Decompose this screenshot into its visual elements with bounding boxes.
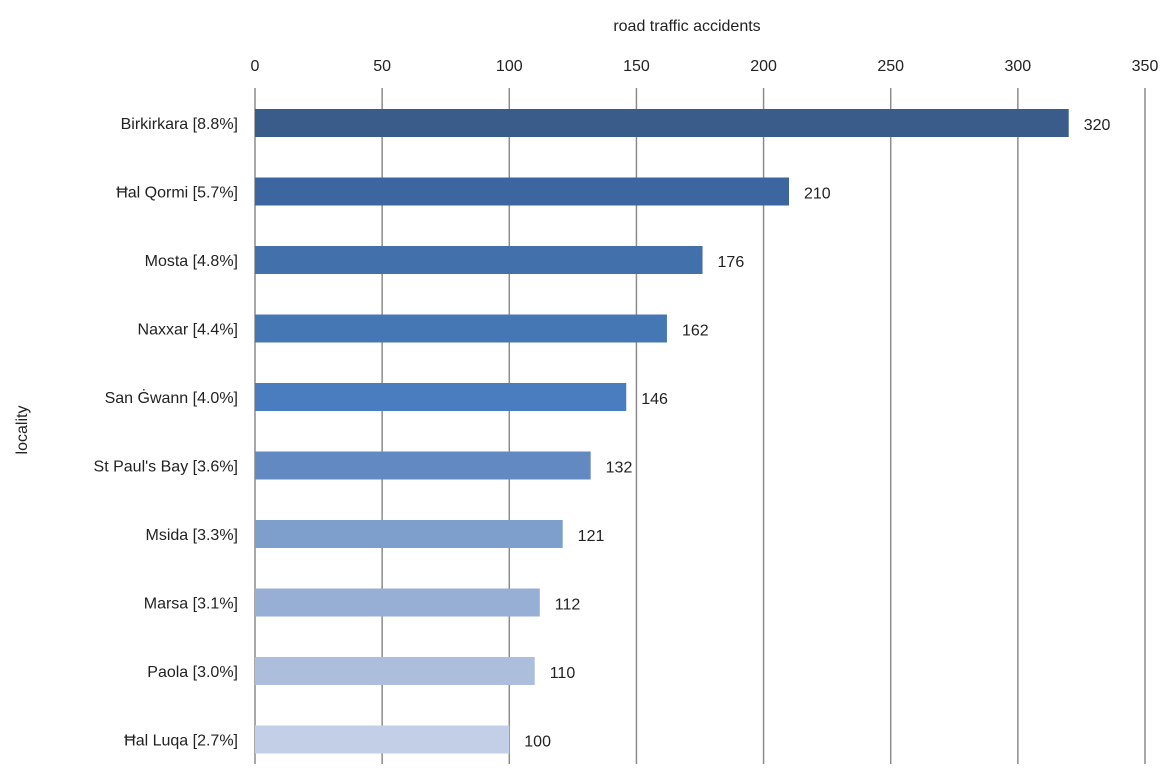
x-tick-label-250: 250 (877, 58, 904, 75)
x-tick-label-150: 150 (623, 58, 650, 75)
bar-9 (255, 725, 510, 754)
data-label-6: 121 (578, 528, 605, 545)
category-labels: Birkirkara [8.8%] Ħal Qormi [5.7%] Mosta [… (94, 116, 238, 750)
bars (255, 109, 1069, 754)
data-label-8: 110 (550, 665, 576, 682)
x-axis-title: road traffic accidents (613, 18, 760, 35)
x-tick-label-350: 350 (1132, 58, 1159, 75)
bar-2 (255, 246, 703, 274)
category-label-3: Naxxar [4.4%] (138, 322, 238, 339)
data-label-0: 320 (1084, 117, 1111, 134)
data-label-4: 146 (641, 391, 668, 408)
x-tick-label-300: 300 (1005, 58, 1032, 75)
bar-6 (255, 520, 563, 548)
x-tick-label-50: 50 (373, 58, 391, 75)
category-label-2: Mosta [4.8%] (145, 253, 238, 270)
bar-3 (255, 314, 667, 343)
category-label-7: Marsa [3.1%] (144, 596, 238, 613)
x-tick-label-100: 100 (496, 58, 523, 75)
bar-0 (255, 109, 1069, 137)
data-label-1: 210 (804, 186, 831, 203)
data-label-5: 132 (606, 460, 633, 477)
bar-4 (255, 383, 627, 411)
bar-5 (255, 451, 591, 480)
data-label-3: 162 (682, 323, 709, 340)
bar-1 (255, 177, 789, 206)
bar-8 (255, 657, 535, 685)
x-tick-labels: 0 50 100 150 200 250 300 350 (251, 58, 1159, 75)
category-label-4: San Ġwann [4.0%] (105, 387, 238, 407)
data-label-9: 100 (524, 734, 551, 751)
category-label-1: Ħal Qormi [5.7%] (116, 185, 238, 202)
x-tick-label-200: 200 (750, 58, 777, 75)
x-tick-label-0: 0 (251, 58, 260, 75)
y-axis-title: locality (14, 406, 31, 455)
category-label-5: St Paul's Bay [3.6%] (94, 459, 238, 476)
bar-7 (255, 588, 540, 617)
category-label-8: Paola [3.0%] (147, 664, 238, 681)
category-label-6: Msida [3.3%] (146, 527, 238, 544)
data-label-2: 176 (718, 254, 745, 271)
category-label-0: Birkirkara [8.8%] (121, 116, 238, 133)
data-labels: 320 210 176 162 146 132 121 112 110 100 (524, 117, 1110, 751)
category-label-9: Ħal Luqa [2.7%] (124, 733, 238, 750)
data-label-7: 112 (555, 597, 581, 614)
